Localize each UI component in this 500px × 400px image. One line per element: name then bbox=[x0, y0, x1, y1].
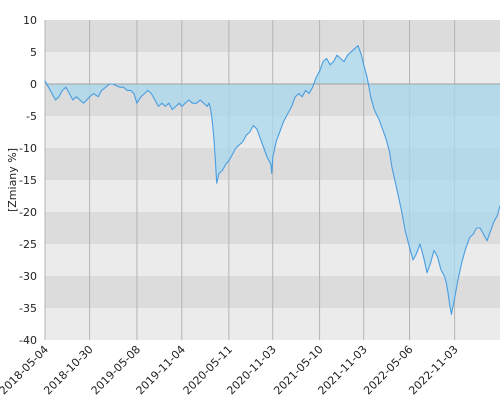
series-layer bbox=[44, 45, 500, 315]
y-tick-label: 5 bbox=[30, 46, 37, 59]
y-axis-title: [Zmiany %] bbox=[6, 148, 19, 212]
series-area bbox=[45, 45, 500, 315]
y-tick-label: -15 bbox=[19, 174, 37, 187]
y-tick-label: -40 bbox=[19, 334, 37, 347]
y-tick-label: 0 bbox=[30, 78, 37, 91]
y-tick-label: -25 bbox=[19, 238, 37, 251]
y-tick-label: -20 bbox=[19, 206, 37, 219]
x-tick-labels: 2018-05-042018-10-302019-05-082019-11-04… bbox=[0, 343, 461, 397]
y-tick-labels: 10 5 0 -5 -10 -15 -20 -25 -30 -35 -40 bbox=[19, 14, 37, 347]
vertical-gridlines bbox=[44, 20, 456, 340]
y-tick-label: -5 bbox=[26, 110, 37, 123]
y-tick-label: -35 bbox=[19, 302, 37, 315]
y-tick-label: -30 bbox=[19, 270, 37, 283]
series-line bbox=[44, 45, 500, 315]
y-tick-label: -10 bbox=[19, 142, 37, 155]
y-tick-label: 10 bbox=[23, 14, 37, 27]
